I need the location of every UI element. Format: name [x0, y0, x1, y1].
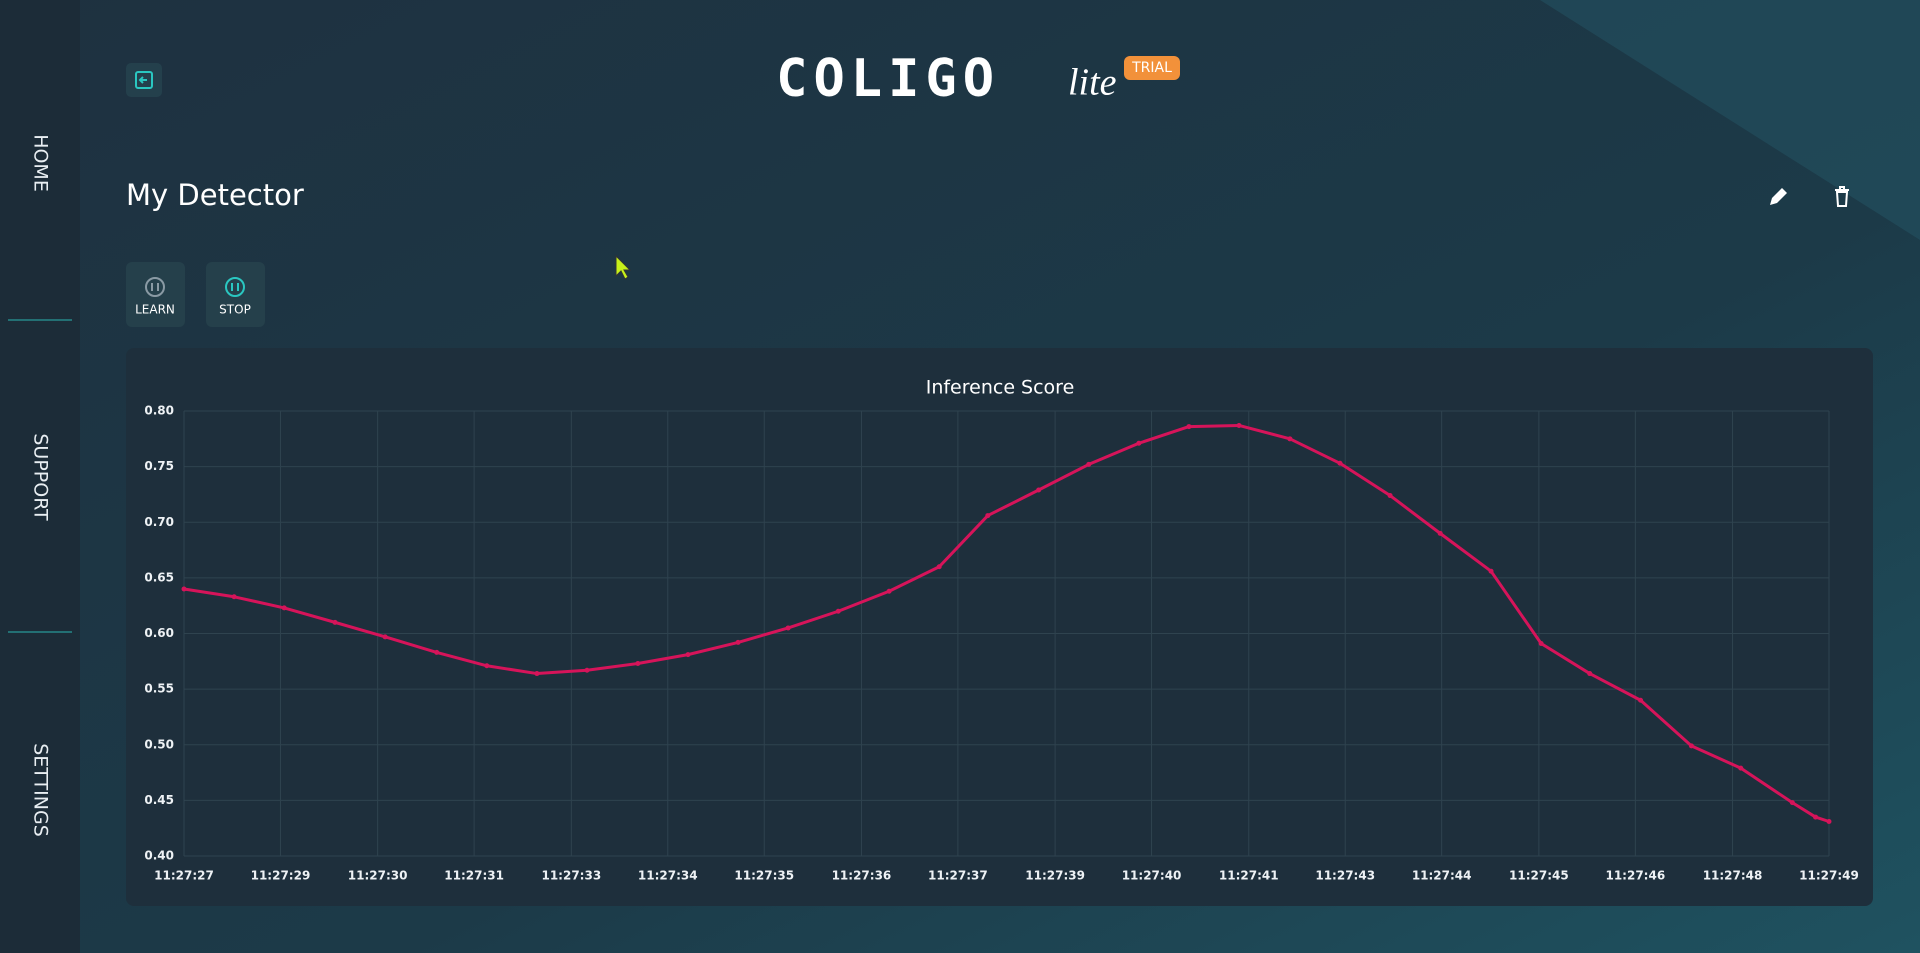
stop-button[interactable]: STOP — [206, 262, 265, 327]
nav-settings[interactable]: SETTINGS — [30, 743, 52, 837]
y-tick-label: 0.65 — [144, 570, 174, 584]
x-tick-label: 11:27:27 — [154, 869, 214, 883]
x-tick-label: 11:27:31 — [444, 869, 504, 883]
data-point — [1488, 568, 1494, 574]
edit-icon — [1770, 188, 1787, 205]
learn-button[interactable]: LEARN — [126, 262, 185, 327]
data-point — [785, 625, 791, 631]
learn-icon — [145, 277, 165, 297]
x-tick-label: 11:27:46 — [1605, 869, 1665, 883]
data-point — [382, 634, 388, 640]
x-tick-label: 11:27:44 — [1412, 869, 1472, 883]
data-point — [1287, 436, 1293, 442]
x-tick-label: 11:27:30 — [348, 869, 408, 883]
data-point — [1437, 530, 1443, 536]
data-point — [886, 588, 892, 594]
x-tick-label: 11:27:33 — [541, 869, 601, 883]
y-tick-label: 0.70 — [144, 515, 174, 529]
y-tick-label: 0.60 — [144, 626, 174, 640]
data-point — [1036, 487, 1042, 493]
logo: COLIGO — [776, 49, 1000, 109]
x-tick-label: 11:27:35 — [734, 869, 794, 883]
data-point — [1826, 819, 1832, 825]
data-point — [484, 663, 490, 669]
stop-button-bg — [206, 262, 265, 327]
logo-suffix: lite — [1068, 62, 1117, 104]
data-point — [1337, 460, 1343, 466]
data-point — [1387, 493, 1393, 499]
data-point — [985, 513, 991, 519]
chart: 0.40 0.45 0.50 0.55 0.60 0.65 0.70 0.75 0.80 11:2… — [144, 404, 1858, 883]
data-point — [1236, 422, 1242, 428]
data-point — [281, 605, 287, 611]
data-point — [735, 639, 741, 645]
learn-button-bg — [126, 262, 185, 327]
data-point — [1136, 440, 1142, 446]
data-point — [1789, 800, 1795, 806]
bg-shape — [1540, 0, 1920, 240]
data-point — [835, 608, 841, 614]
data-point — [1086, 461, 1092, 467]
x-tick-label: 11:27:37 — [928, 869, 988, 883]
data-point — [1538, 641, 1544, 647]
learn-icon-bars — [151, 283, 159, 291]
x-tick-label: 11:27:48 — [1703, 869, 1763, 883]
trial-badge — [1124, 56, 1180, 80]
data-point — [434, 649, 440, 655]
y-tick-label: 0.40 — [144, 849, 174, 863]
sidebar — [0, 0, 80, 953]
learn-label: LEARN — [135, 303, 175, 317]
y-tick-label: 0.75 — [144, 459, 174, 473]
chart-title: Inference Score — [926, 377, 1075, 399]
data-point — [1638, 697, 1644, 703]
data-point — [534, 671, 540, 677]
data-point — [1813, 814, 1819, 820]
y-tick-label: 0.55 — [144, 682, 174, 696]
edit-button[interactable] — [1770, 188, 1787, 205]
data-point — [1587, 671, 1593, 677]
delete-button[interactable] — [1835, 186, 1849, 207]
back-button[interactable] — [126, 63, 162, 97]
data-point — [1688, 743, 1694, 749]
x-tick-label: 11:27:43 — [1315, 869, 1375, 883]
data-point — [685, 652, 691, 658]
nav-home[interactable]: HOME — [30, 134, 52, 192]
y-tick-label: 0.80 — [144, 404, 174, 418]
cursor — [615, 254, 632, 280]
nav-support[interactable]: SUPPORT — [30, 433, 52, 521]
x-tick-label: 11:27:29 — [251, 869, 311, 883]
x-tick-label: 11:27:49 — [1799, 869, 1859, 883]
data-point — [635, 661, 641, 667]
data-point — [584, 667, 590, 673]
x-tick-label: 11:27:36 — [832, 869, 892, 883]
y-tick-label: 0.45 — [144, 793, 174, 807]
data-point — [181, 586, 187, 592]
back-arrow — [138, 76, 147, 84]
stop-icon — [225, 277, 245, 297]
stop-label: STOP — [219, 303, 251, 317]
page-title: My Detector — [126, 178, 304, 212]
x-tick-label: 11:27:39 — [1025, 869, 1085, 883]
data-point — [1738, 765, 1744, 771]
data-point — [1186, 424, 1192, 430]
stop-icon-bars — [231, 283, 239, 291]
data-point — [231, 594, 237, 600]
trial-badge-text: TRIAL — [1131, 60, 1172, 76]
x-tick-label: 11:27:40 — [1122, 869, 1182, 883]
x-tick-label: 11:27:45 — [1509, 869, 1569, 883]
data-point — [936, 564, 942, 570]
back-icon — [135, 71, 153, 89]
delete-icon — [1835, 186, 1849, 207]
data-point — [332, 619, 338, 625]
x-tick-label: 11:27:34 — [638, 869, 698, 883]
chart-card — [126, 348, 1873, 906]
y-tick-label: 0.50 — [144, 737, 174, 751]
x-tick-label: 11:27:41 — [1219, 869, 1279, 883]
